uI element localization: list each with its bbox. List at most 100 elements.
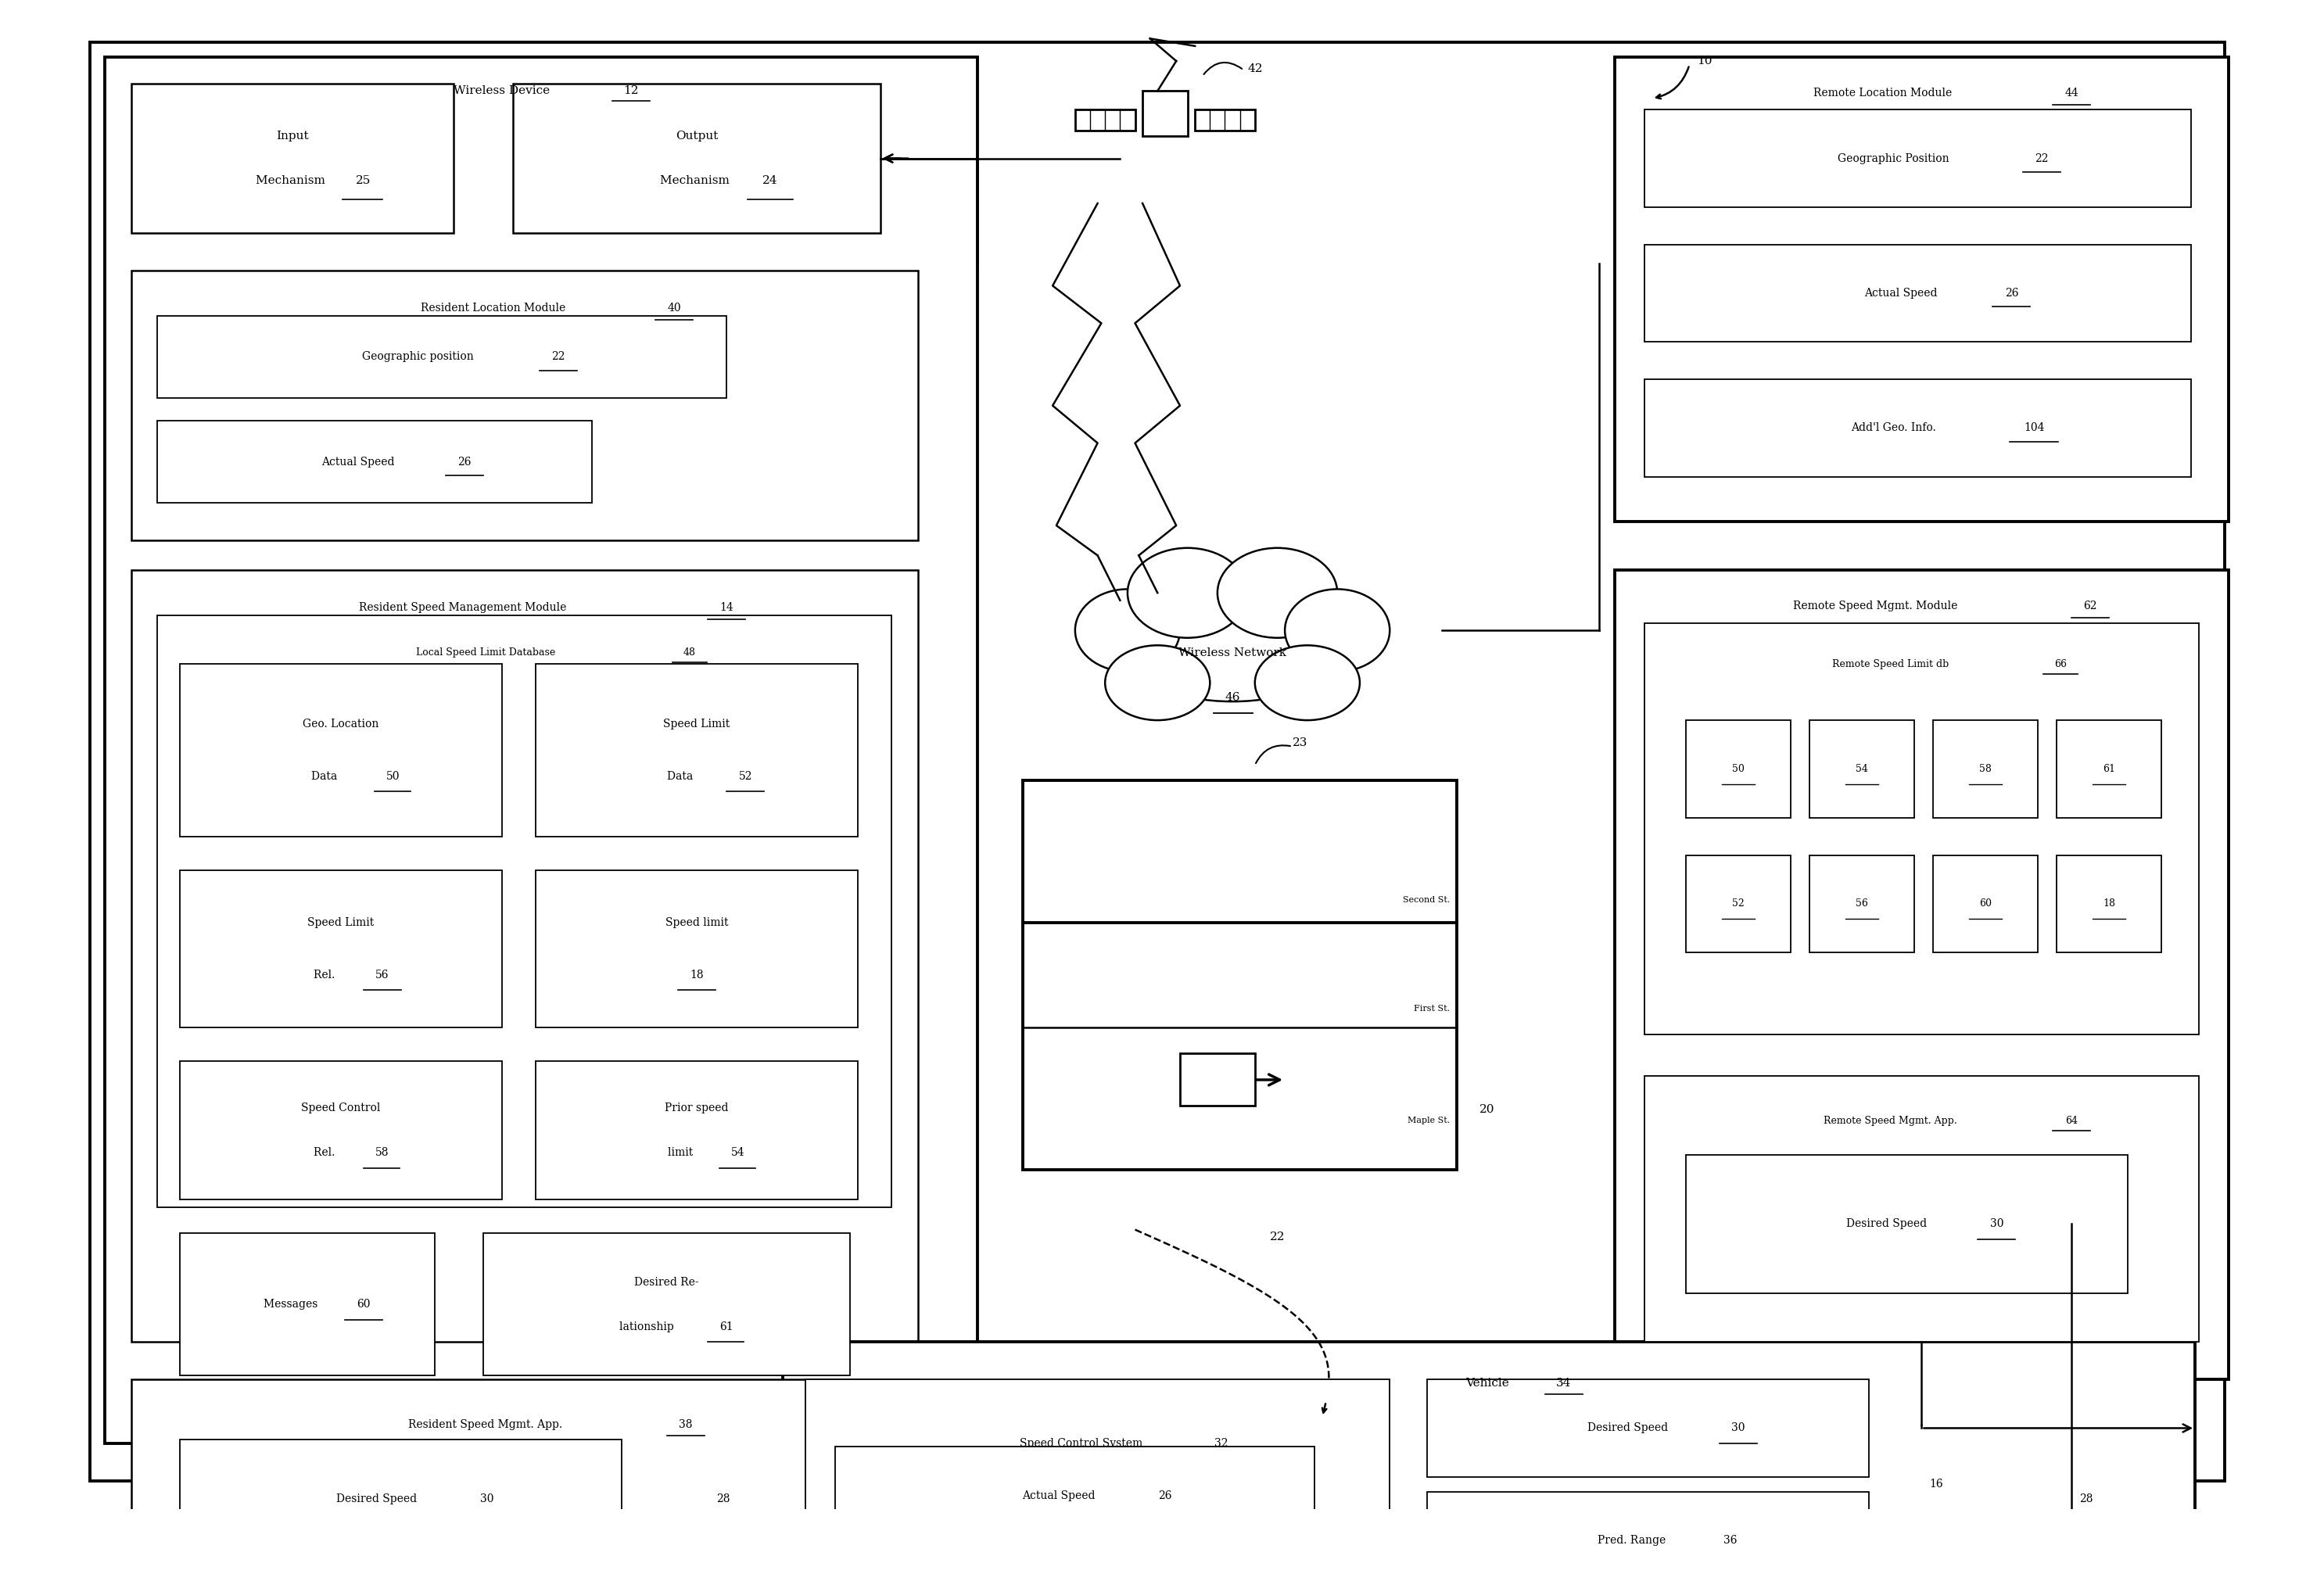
Text: 66: 66 — [2054, 660, 2066, 669]
Text: Geo. Location: Geo. Location — [302, 718, 379, 729]
FancyBboxPatch shape — [1934, 855, 2038, 952]
Text: Speed Limit: Speed Limit — [662, 718, 730, 729]
Text: Second St.: Second St. — [1401, 896, 1450, 903]
Ellipse shape — [1127, 604, 1336, 702]
Text: Remote Speed Limit db: Remote Speed Limit db — [1831, 660, 1952, 669]
Text: 25: 25 — [356, 175, 372, 186]
Text: Add'l Geo. Info.: Add'l Geo. Info. — [1852, 422, 1941, 433]
Text: 22: 22 — [2036, 153, 2047, 164]
FancyBboxPatch shape — [806, 1379, 1390, 1574]
Text: Remote Speed Mgmt. Module: Remote Speed Mgmt. Module — [1792, 601, 1961, 612]
FancyBboxPatch shape — [537, 1061, 858, 1199]
FancyBboxPatch shape — [179, 1234, 435, 1376]
Text: 36: 36 — [1724, 1535, 1738, 1546]
Text: Pred. Range: Pred. Range — [1597, 1535, 1669, 1546]
Text: 61: 61 — [720, 1322, 734, 1333]
Text: 48: 48 — [683, 648, 695, 658]
Text: Speed Limit: Speed Limit — [307, 918, 374, 929]
Text: Resident Speed Mgmt. App.: Resident Speed Mgmt. App. — [409, 1418, 565, 1429]
Text: Data: Data — [667, 771, 697, 782]
FancyBboxPatch shape — [2057, 855, 2161, 952]
Text: Mechanism: Mechanism — [660, 175, 734, 186]
Text: Remote Speed Mgmt. App.: Remote Speed Mgmt. App. — [1824, 1116, 1959, 1125]
Text: 26: 26 — [2006, 288, 2017, 299]
FancyBboxPatch shape — [1023, 781, 1457, 1169]
Text: 34: 34 — [1557, 1377, 1571, 1388]
Text: Desired Speed: Desired Speed — [337, 1494, 421, 1505]
Text: Prior speed: Prior speed — [665, 1102, 730, 1113]
Text: 20: 20 — [1480, 1105, 1494, 1116]
FancyBboxPatch shape — [1934, 721, 2038, 817]
FancyBboxPatch shape — [91, 42, 2224, 1481]
FancyBboxPatch shape — [179, 664, 502, 836]
Text: 12: 12 — [623, 85, 639, 96]
Text: 54: 54 — [732, 1147, 746, 1158]
Ellipse shape — [1255, 645, 1360, 721]
Text: 54: 54 — [1855, 763, 1868, 774]
FancyBboxPatch shape — [1645, 623, 2199, 1034]
Text: Data: Data — [311, 771, 342, 782]
Text: Geographic Position: Geographic Position — [1838, 153, 1952, 164]
Ellipse shape — [1218, 548, 1336, 637]
FancyBboxPatch shape — [179, 870, 502, 1028]
Text: 22: 22 — [551, 351, 565, 362]
FancyBboxPatch shape — [1645, 244, 2192, 342]
Text: Remote Location Module: Remote Location Module — [1813, 88, 1954, 99]
FancyBboxPatch shape — [1427, 1379, 1868, 1476]
FancyBboxPatch shape — [834, 1447, 1315, 1544]
Text: Vehicle: Vehicle — [1466, 1377, 1513, 1388]
Text: 50: 50 — [386, 771, 400, 782]
Text: 30: 30 — [1989, 1218, 2003, 1229]
FancyBboxPatch shape — [1810, 855, 1915, 952]
Text: 30: 30 — [481, 1494, 495, 1505]
Text: 44: 44 — [2064, 88, 2078, 99]
Text: Input: Input — [277, 131, 309, 142]
Text: 24: 24 — [762, 175, 779, 186]
Text: 18: 18 — [2103, 899, 2115, 908]
FancyBboxPatch shape — [1195, 110, 1255, 131]
Text: Desired Speed: Desired Speed — [1845, 1218, 1929, 1229]
Text: 58: 58 — [1980, 763, 1992, 774]
FancyBboxPatch shape — [158, 615, 892, 1207]
Text: 104: 104 — [2024, 422, 2045, 433]
Text: 46: 46 — [1225, 693, 1241, 704]
Text: 40: 40 — [667, 302, 681, 313]
FancyBboxPatch shape — [783, 1343, 2196, 1574]
Text: 61: 61 — [2103, 763, 2115, 774]
Text: limit: limit — [667, 1147, 697, 1158]
Text: 26: 26 — [458, 456, 472, 467]
Text: 28: 28 — [2080, 1494, 2094, 1505]
FancyBboxPatch shape — [483, 1234, 851, 1376]
Text: 60: 60 — [356, 1299, 370, 1310]
Text: Resident Speed Management Module: Resident Speed Management Module — [360, 603, 569, 614]
FancyBboxPatch shape — [1685, 1155, 2129, 1294]
Text: 42: 42 — [1248, 63, 1262, 74]
Text: Output: Output — [676, 131, 718, 142]
Text: 16: 16 — [1929, 1480, 1943, 1491]
Text: Desired Speed: Desired Speed — [1587, 1423, 1671, 1434]
Text: Wireless Device: Wireless Device — [453, 85, 553, 96]
Text: 52: 52 — [739, 771, 753, 782]
Text: First St.: First St. — [1413, 1004, 1450, 1012]
Text: Desired Re-: Desired Re- — [634, 1277, 700, 1288]
Text: Local Speed Limit Database: Local Speed Limit Database — [416, 648, 558, 658]
Text: 60: 60 — [1980, 899, 1992, 908]
Text: 52: 52 — [1731, 899, 1745, 908]
Text: 64: 64 — [2066, 1116, 2078, 1125]
Text: Actual Speed: Actual Speed — [321, 456, 397, 467]
FancyBboxPatch shape — [537, 870, 858, 1028]
FancyBboxPatch shape — [1181, 1053, 1255, 1107]
FancyBboxPatch shape — [1143, 91, 1188, 135]
FancyBboxPatch shape — [1645, 1077, 2199, 1343]
Text: 23: 23 — [1292, 737, 1308, 748]
Text: Actual Speed: Actual Speed — [1864, 288, 1941, 299]
FancyBboxPatch shape — [130, 570, 918, 1343]
Text: Speed Control System: Speed Control System — [1020, 1437, 1146, 1448]
Text: Speed Control: Speed Control — [302, 1102, 381, 1113]
Text: 10: 10 — [1697, 55, 1713, 66]
Text: Maple St.: Maple St. — [1408, 1118, 1450, 1125]
FancyBboxPatch shape — [1615, 570, 2229, 1379]
FancyBboxPatch shape — [1810, 721, 1915, 817]
FancyBboxPatch shape — [537, 664, 858, 836]
Text: 28: 28 — [716, 1494, 730, 1505]
